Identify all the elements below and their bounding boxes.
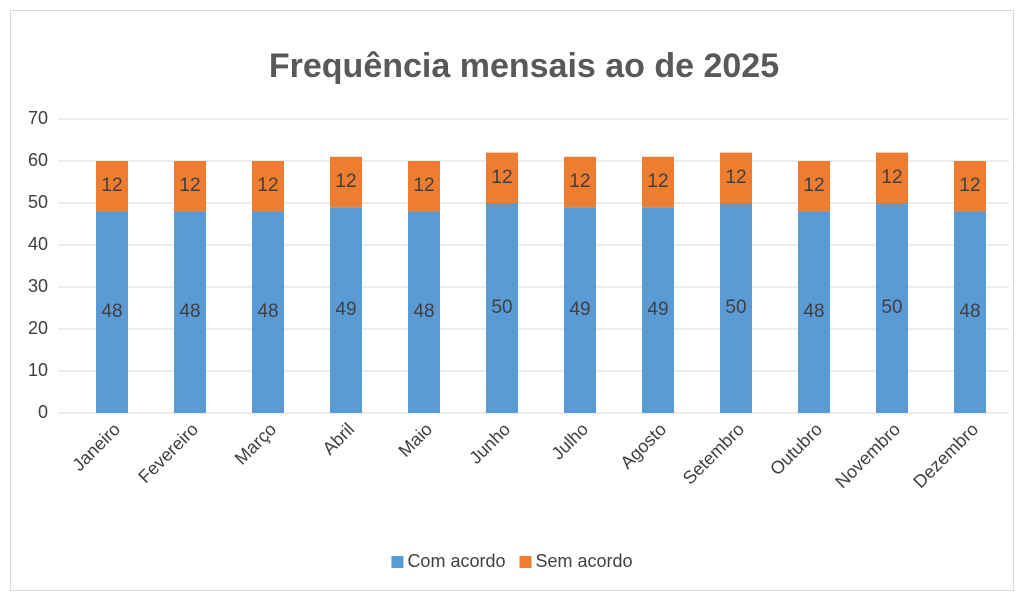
y-tick-label: 70 — [28, 108, 48, 128]
y-tick-label: 60 — [28, 150, 48, 170]
bar-segment — [486, 152, 518, 203]
data-label: 48 — [257, 301, 278, 322]
y-tick-label: 30 — [28, 276, 48, 296]
bar-segment — [330, 207, 362, 413]
data-label: 12 — [959, 175, 980, 196]
bar-segment — [720, 152, 752, 203]
data-label: 49 — [335, 299, 356, 320]
data-label: 48 — [413, 301, 434, 322]
data-label: 12 — [725, 167, 746, 188]
data-label: 50 — [725, 297, 746, 318]
data-label: 50 — [881, 297, 902, 318]
bar-segment — [96, 211, 128, 413]
data-label: 12 — [101, 175, 122, 196]
data-label: 12 — [647, 171, 668, 192]
data-label: 48 — [179, 301, 200, 322]
bar-segment — [876, 152, 908, 203]
data-label: 12 — [179, 175, 200, 196]
legend-label: Com acordo — [407, 551, 505, 571]
bar-segment — [954, 211, 986, 413]
bar-segment — [174, 211, 206, 413]
bar-segment — [798, 211, 830, 413]
bar-segment — [330, 156, 362, 208]
y-tick-label: 40 — [28, 234, 48, 254]
bar-segment — [954, 161, 986, 212]
data-label: 12 — [335, 171, 356, 192]
bar-segment — [408, 161, 440, 212]
data-label: 12 — [491, 167, 512, 188]
bar-segment — [252, 211, 284, 413]
bar-segment — [564, 207, 596, 413]
bar-segment — [642, 156, 674, 208]
bar-segment — [564, 156, 596, 208]
bar-segment — [642, 207, 674, 413]
y-tick-label: 0 — [38, 402, 48, 422]
bar-segment — [876, 203, 908, 413]
data-label: 48 — [959, 301, 980, 322]
data-label: 50 — [491, 297, 512, 318]
bar-segment — [252, 161, 284, 212]
data-label: 49 — [569, 299, 590, 320]
legend-swatch — [519, 556, 532, 568]
legend-label: Sem acordo — [535, 551, 632, 571]
bar-segment — [408, 211, 440, 413]
y-tick-label: 50 — [28, 192, 48, 212]
bar-segment — [96, 161, 128, 212]
legend-swatch — [391, 556, 404, 568]
y-tick-label: 10 — [28, 360, 48, 380]
bar-segment — [798, 161, 830, 212]
y-tick-label: 20 — [28, 318, 48, 338]
data-label: 12 — [881, 167, 902, 188]
data-label: 48 — [101, 301, 122, 322]
data-label: 48 — [803, 301, 824, 322]
data-label: 12 — [803, 175, 824, 196]
data-label: 12 — [257, 175, 278, 196]
bar-segment — [720, 203, 752, 413]
data-label: 12 — [413, 175, 434, 196]
bar-segment — [174, 161, 206, 212]
bar-segment — [486, 203, 518, 413]
chart-title: Frequência mensais ao de 2025 — [269, 47, 779, 85]
data-label: 12 — [569, 171, 590, 192]
data-label: 49 — [647, 299, 668, 320]
